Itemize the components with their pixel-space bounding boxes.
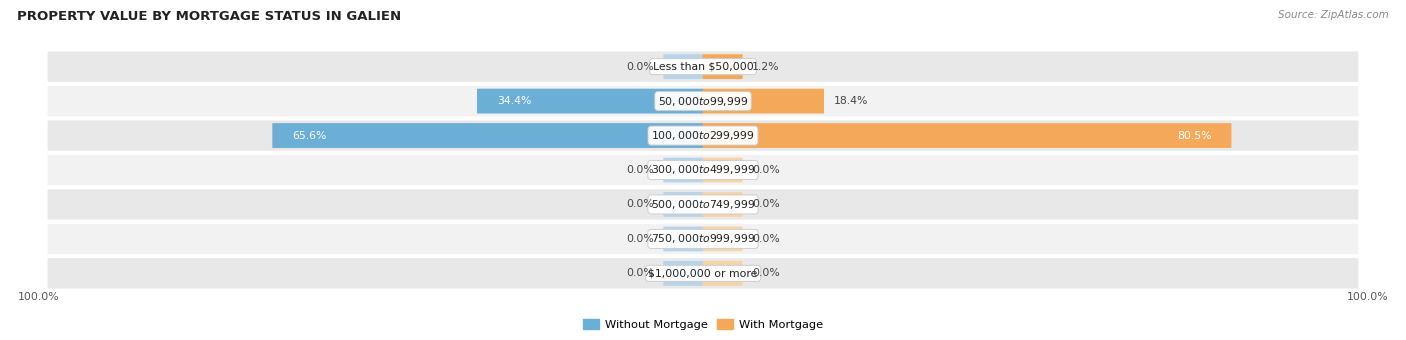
Text: $300,000 to $499,999: $300,000 to $499,999	[651, 164, 755, 176]
Text: 1.2%: 1.2%	[752, 62, 780, 72]
Text: 100.0%: 100.0%	[17, 292, 59, 302]
FancyBboxPatch shape	[46, 85, 1360, 117]
Text: $100,000 to $299,999: $100,000 to $299,999	[651, 129, 755, 142]
Text: $50,000 to $99,999: $50,000 to $99,999	[658, 95, 748, 107]
FancyBboxPatch shape	[46, 257, 1360, 290]
FancyBboxPatch shape	[703, 158, 742, 182]
Text: 65.6%: 65.6%	[292, 131, 326, 140]
Text: Source: ZipAtlas.com: Source: ZipAtlas.com	[1278, 10, 1389, 20]
FancyBboxPatch shape	[46, 50, 1360, 83]
FancyBboxPatch shape	[477, 89, 703, 114]
Text: 80.5%: 80.5%	[1177, 131, 1212, 140]
FancyBboxPatch shape	[664, 54, 703, 79]
Text: 0.0%: 0.0%	[752, 268, 780, 278]
FancyBboxPatch shape	[273, 123, 703, 148]
Text: 0.0%: 0.0%	[752, 200, 780, 209]
FancyBboxPatch shape	[664, 158, 703, 182]
FancyBboxPatch shape	[703, 123, 1232, 148]
Text: $500,000 to $749,999: $500,000 to $749,999	[651, 198, 755, 211]
FancyBboxPatch shape	[46, 188, 1360, 221]
Text: PROPERTY VALUE BY MORTGAGE STATUS IN GALIEN: PROPERTY VALUE BY MORTGAGE STATUS IN GAL…	[17, 10, 401, 23]
Text: $750,000 to $999,999: $750,000 to $999,999	[651, 233, 755, 245]
Text: 34.4%: 34.4%	[496, 96, 531, 106]
Text: 0.0%: 0.0%	[626, 62, 654, 72]
FancyBboxPatch shape	[664, 226, 703, 251]
Text: 0.0%: 0.0%	[626, 165, 654, 175]
FancyBboxPatch shape	[703, 226, 742, 251]
FancyBboxPatch shape	[46, 223, 1360, 255]
FancyBboxPatch shape	[46, 154, 1360, 186]
FancyBboxPatch shape	[46, 119, 1360, 152]
Text: Less than $50,000: Less than $50,000	[652, 62, 754, 72]
FancyBboxPatch shape	[664, 261, 703, 286]
Text: 0.0%: 0.0%	[626, 200, 654, 209]
FancyBboxPatch shape	[703, 54, 742, 79]
FancyBboxPatch shape	[703, 89, 824, 114]
FancyBboxPatch shape	[703, 192, 742, 217]
Legend: Without Mortgage, With Mortgage: Without Mortgage, With Mortgage	[579, 315, 827, 335]
Text: 18.4%: 18.4%	[834, 96, 868, 106]
Text: 0.0%: 0.0%	[752, 165, 780, 175]
Text: $1,000,000 or more: $1,000,000 or more	[648, 268, 758, 278]
FancyBboxPatch shape	[703, 261, 742, 286]
Text: 0.0%: 0.0%	[752, 234, 780, 244]
FancyBboxPatch shape	[664, 192, 703, 217]
Text: 0.0%: 0.0%	[626, 268, 654, 278]
Text: 0.0%: 0.0%	[626, 234, 654, 244]
Text: 100.0%: 100.0%	[1347, 292, 1389, 302]
